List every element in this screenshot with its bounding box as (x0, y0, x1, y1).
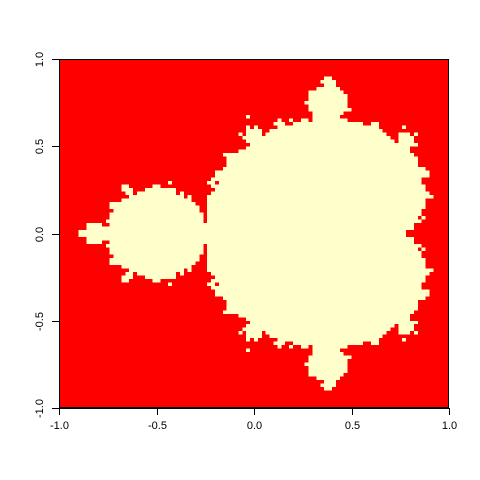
x-axis: -1.0 -0.5 0.0 0.5 1.0 (50, 408, 457, 432)
y-tick-label: 0.0 (34, 227, 46, 242)
y-tick-label: -1.0 (34, 399, 46, 418)
y-tick-label: -0.5 (34, 312, 46, 331)
x-tick-label: 0.0 (247, 420, 262, 432)
mandelbrot-set-image (59, 59, 449, 408)
y-tick-label: 0.5 (34, 139, 46, 154)
x-tick-label: 0.5 (345, 420, 360, 432)
heatmap-raster (59, 59, 449, 408)
y-tick-label: 1.0 (34, 52, 46, 67)
y-axis: -1.0 -0.5 0.0 0.5 1.0 (34, 52, 60, 418)
x-tick-label: -1.0 (50, 420, 69, 432)
x-tick-label: 1.0 (442, 420, 457, 432)
x-tick-label: -0.5 (148, 420, 167, 432)
